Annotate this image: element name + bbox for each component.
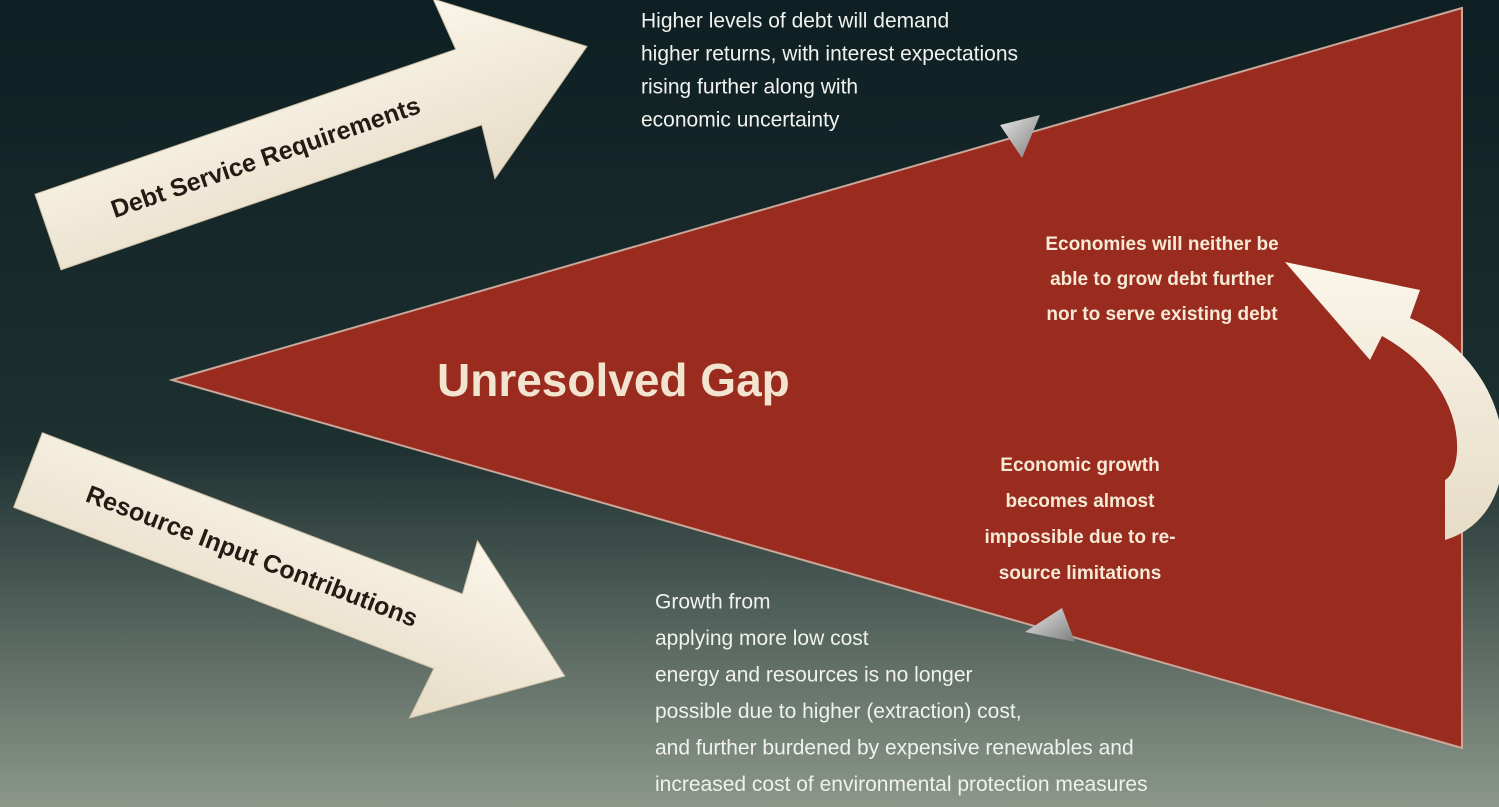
note-line: rising further along with [641, 76, 858, 99]
note-line: possible due to higher (extraction) cost… [655, 700, 1022, 723]
note-line: energy and resources is no longer [655, 664, 973, 687]
pointer [1025, 608, 1075, 642]
note-line: applying more low cost [655, 627, 869, 650]
note-line: Higher levels of debt will demand [641, 10, 949, 33]
note-line: able to grow debt further [1050, 269, 1274, 290]
center-label: Unresolved Gap [437, 354, 790, 406]
arrow-shape [34, 0, 588, 271]
note-line: economic uncertainty [641, 109, 840, 132]
note-line: becomes almost [1006, 491, 1156, 512]
note-line: nor to serve existing debt [1046, 304, 1278, 325]
note-line: Economies will neither be [1045, 234, 1278, 255]
cycle-arrow [1285, 262, 1499, 540]
note-line: source limitations [999, 563, 1162, 584]
note-line: and further burdened by expensive renewa… [655, 737, 1134, 760]
pointer [1000, 115, 1040, 158]
note-line: increased cost of environmental protecti… [655, 773, 1148, 796]
arrow-shape [13, 432, 566, 719]
note-line: higher returns, with interest expectatio… [641, 43, 1018, 66]
note-line: impossible due to re- [984, 527, 1175, 548]
note-line: Economic growth [1000, 455, 1159, 476]
note-line: Growth from [655, 591, 771, 614]
